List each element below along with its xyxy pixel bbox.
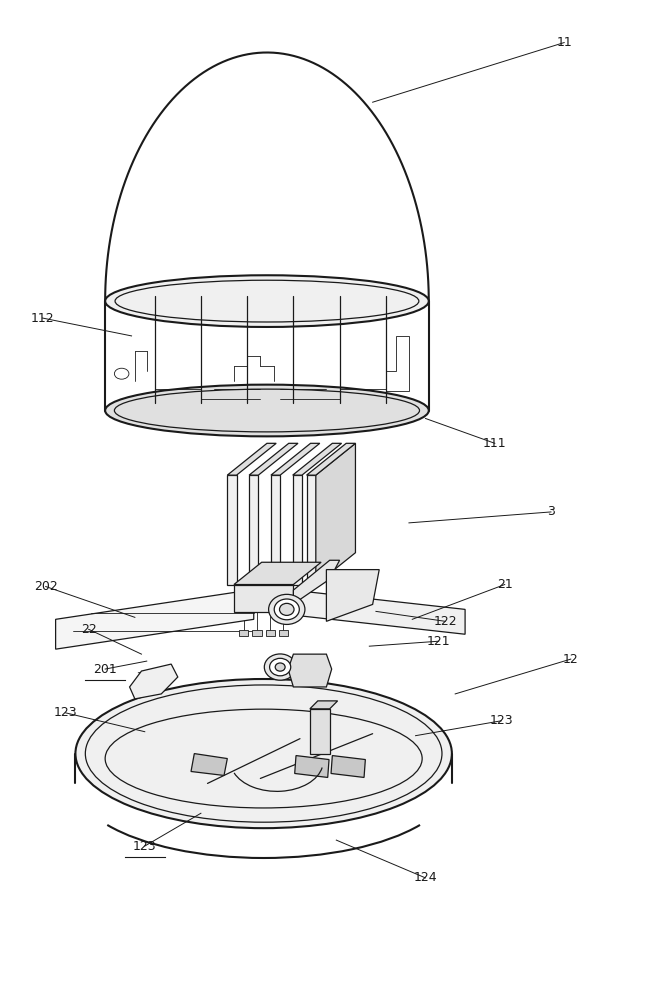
Polygon shape [239, 630, 248, 636]
Text: 22: 22 [81, 623, 97, 636]
Polygon shape [266, 630, 275, 636]
Polygon shape [227, 475, 236, 585]
Polygon shape [279, 630, 288, 636]
Ellipse shape [105, 275, 429, 327]
Text: 123: 123 [54, 706, 77, 719]
Text: 21: 21 [497, 578, 513, 591]
Text: 11: 11 [556, 36, 572, 49]
Ellipse shape [280, 603, 294, 615]
Polygon shape [331, 756, 366, 777]
Text: 123: 123 [490, 714, 513, 727]
Polygon shape [249, 475, 258, 585]
Polygon shape [271, 443, 320, 475]
Ellipse shape [270, 658, 291, 676]
Polygon shape [130, 664, 178, 699]
Polygon shape [310, 709, 330, 754]
Text: 121: 121 [427, 635, 450, 648]
Polygon shape [288, 654, 332, 687]
Polygon shape [326, 570, 379, 621]
Polygon shape [227, 443, 276, 475]
Text: 201: 201 [93, 663, 117, 676]
Polygon shape [293, 475, 302, 585]
Polygon shape [316, 443, 356, 585]
Text: 122: 122 [434, 615, 457, 628]
Polygon shape [310, 701, 338, 709]
Text: 202: 202 [34, 580, 57, 593]
Polygon shape [56, 589, 254, 649]
Polygon shape [191, 754, 227, 775]
Text: 111: 111 [483, 437, 507, 450]
Polygon shape [234, 585, 294, 612]
Ellipse shape [274, 599, 299, 620]
Polygon shape [294, 756, 329, 777]
Polygon shape [234, 562, 321, 585]
Text: 124: 124 [414, 871, 438, 884]
Polygon shape [306, 443, 356, 475]
Text: 3: 3 [547, 505, 555, 518]
Polygon shape [294, 560, 340, 604]
Polygon shape [252, 630, 262, 636]
Text: 123: 123 [133, 840, 157, 853]
Ellipse shape [268, 594, 305, 624]
Text: 12: 12 [563, 653, 579, 666]
Polygon shape [249, 443, 298, 475]
Polygon shape [306, 475, 316, 585]
Polygon shape [271, 475, 280, 585]
Ellipse shape [75, 679, 452, 828]
Ellipse shape [264, 654, 296, 680]
Polygon shape [287, 589, 465, 634]
Text: 112: 112 [31, 312, 54, 325]
Ellipse shape [105, 385, 429, 436]
Ellipse shape [275, 663, 285, 671]
Polygon shape [293, 443, 342, 475]
